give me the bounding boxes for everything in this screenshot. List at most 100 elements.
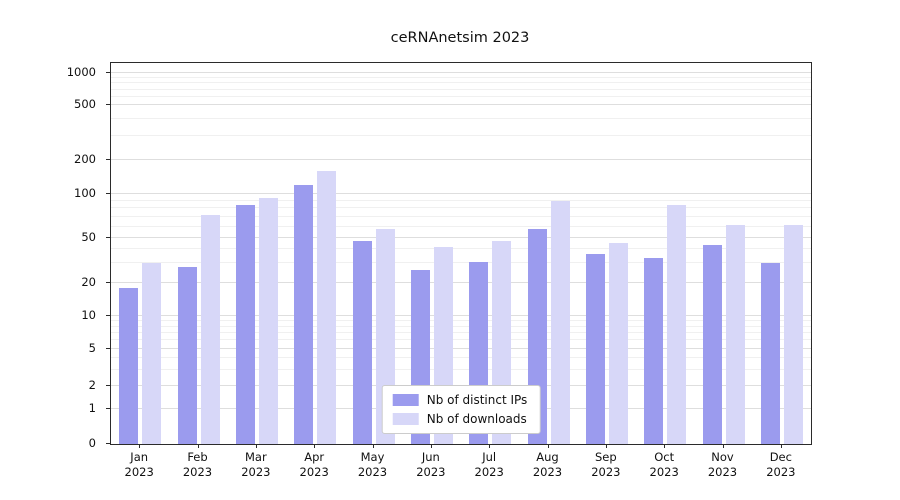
y-axis: 0 1 2 5 10 20 50 100 200 500 1000 (0, 62, 110, 450)
x-tick-mark (139, 444, 141, 448)
y-tick-label: 500 (74, 97, 96, 112)
chart-title: ceRNAnetsim 2023 (390, 30, 530, 46)
x-tick-label-aug: Aug 2023 (532, 450, 563, 479)
y-tick-label: 50 (81, 230, 96, 245)
y-tick-label: 0 (88, 436, 96, 450)
bar-sep-ips (585, 254, 605, 444)
bar-mar-downloads (258, 197, 278, 444)
x-tick-label-may: May 2023 (357, 450, 388, 479)
gridline (111, 325, 811, 327)
plot-area: Nb of distinct IPs Nb of downloads (110, 62, 812, 445)
x-tick-label-jun: Jun 2023 (416, 450, 446, 479)
gridline (111, 95, 811, 97)
gridline (111, 248, 811, 250)
legend-swatch-distinct-ips (392, 394, 419, 406)
gridline (111, 237, 811, 239)
gridline (111, 117, 811, 119)
bar-dec-ips (760, 263, 780, 444)
x-tick-mark (605, 444, 607, 448)
y-tick-label: 200 (74, 152, 96, 167)
bar-feb-ips (177, 266, 197, 444)
x-tick-mark (255, 444, 257, 448)
gridline (111, 72, 811, 73)
bar-sep-downloads (608, 243, 628, 444)
y-tick-mark (106, 281, 110, 283)
x-tick-mark (722, 444, 724, 448)
bar-nov-downloads (725, 224, 745, 444)
x-tick-label-feb: Feb 2023 (182, 450, 213, 479)
gridline (111, 225, 811, 227)
bar-feb-downloads (200, 215, 220, 444)
gridline (111, 104, 811, 106)
bar-oct-ips (644, 258, 664, 444)
bar-may-ips (352, 241, 372, 444)
y-tick-mark (106, 237, 110, 239)
x-tick-mark (489, 444, 491, 448)
x-tick-mark (780, 444, 782, 448)
gridline (111, 332, 811, 333)
gridline (111, 339, 811, 341)
x-tick-label-nov: Nov 2023 (707, 450, 738, 479)
x-tick-label-mar: Mar 2023 (241, 450, 271, 479)
gridline (111, 193, 811, 195)
legend-swatch-downloads (392, 413, 419, 425)
y-tick-mark (106, 193, 110, 195)
bar-mar-ips (235, 204, 255, 444)
y-tick-label: 1000 (66, 65, 96, 79)
bar-oct-downloads (667, 204, 687, 444)
bar-dec-downloads (783, 224, 803, 444)
bar-jan-downloads (142, 263, 162, 444)
gridline (111, 282, 811, 283)
y-tick-mark (106, 348, 110, 350)
gridline (111, 82, 811, 84)
bar-nov-ips (702, 245, 722, 444)
bar-aug-downloads (550, 200, 570, 444)
legend-item-downloads: Nb of downloads (392, 412, 528, 426)
bar-apr-ips (294, 185, 314, 444)
x-tick-label-apr: Apr 2023 (299, 450, 329, 479)
gridline (111, 262, 811, 264)
x-tick-mark (664, 444, 666, 448)
y-tick-label: 2 (88, 378, 96, 393)
x-tick-label-oct: Oct 2023 (649, 450, 679, 479)
gridline (111, 76, 811, 78)
gridline (111, 368, 811, 370)
gridline (111, 159, 811, 161)
x-tick-mark (197, 444, 199, 448)
bar-jan-ips (119, 288, 139, 444)
legend: Nb of distinct IPs Nb of downloads (381, 385, 541, 434)
y-tick-label: 20 (81, 274, 96, 289)
y-tick-mark (106, 385, 110, 387)
y-tick-mark (106, 408, 110, 410)
x-tick-label-jul: Jul 2023 (474, 450, 504, 479)
x-tick-mark (314, 444, 316, 448)
y-tick-mark (106, 315, 110, 316)
x-tick-label-jan: Jan 2023 (124, 450, 154, 479)
x-tick-label-dec: Dec 2023 (766, 450, 796, 479)
y-tick-label: 100 (74, 186, 96, 201)
gridline (111, 88, 811, 90)
y-tick-label: 10 (81, 308, 96, 322)
x-tick-mark (547, 444, 549, 448)
gridline (111, 357, 811, 359)
gridline (111, 315, 811, 317)
gridline (111, 215, 811, 217)
gridline (111, 320, 811, 322)
x-tick-mark (430, 444, 432, 448)
y-tick-mark (106, 104, 110, 106)
y-tick-mark (106, 443, 110, 444)
y-tick-mark (106, 72, 110, 73)
bar-apr-downloads (317, 171, 337, 444)
legend-item-distinct-ips: Nb of distinct IPs (392, 393, 528, 407)
gridline (111, 134, 811, 136)
y-tick-label: 5 (88, 341, 96, 356)
gridline (111, 207, 811, 209)
x-tick-mark (372, 444, 374, 448)
y-tick-mark (106, 159, 110, 161)
x-tick-label-sep: Sep 2023 (591, 450, 621, 479)
legend-label-distinct-ips: Nb of distinct IPs (426, 393, 528, 407)
gridline (111, 199, 811, 201)
gridline (111, 348, 811, 350)
x-axis: Jan 2023 Feb 2023 Mar 2023 Apr 2023 May 2023 Jun 20… (110, 444, 810, 484)
